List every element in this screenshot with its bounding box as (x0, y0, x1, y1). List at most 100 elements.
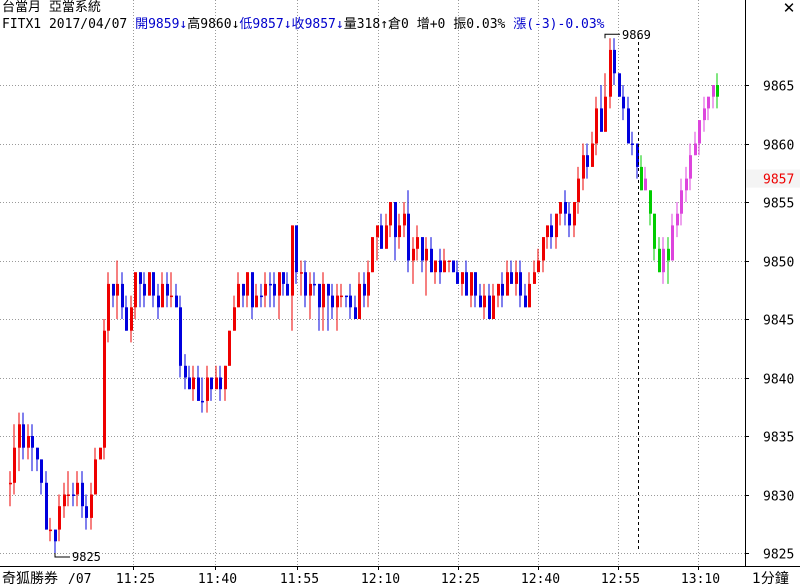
candle-body (640, 166, 643, 191)
period-label: 1分鐘 (752, 570, 789, 587)
candle-body (304, 272, 307, 296)
candle (416, 225, 419, 261)
candle (510, 260, 513, 284)
chart-title: 台當月 亞當系統 (2, 0, 101, 16)
candle (295, 225, 298, 284)
candle (528, 272, 531, 308)
candle (85, 494, 88, 530)
candle-body (618, 73, 621, 97)
candle (197, 365, 200, 401)
candle (501, 272, 504, 308)
current-price-box (746, 169, 800, 188)
candle-body (604, 96, 607, 132)
candle-body (658, 248, 661, 273)
ext-candle (680, 178, 683, 226)
candle-body (367, 272, 370, 296)
candle-body (501, 283, 504, 296)
candle-body (331, 295, 334, 308)
low-label: 低 (239, 17, 253, 32)
candle-body (376, 225, 379, 238)
candle (318, 283, 321, 331)
candle-body (443, 260, 446, 273)
candle (631, 131, 634, 156)
max-label: 9869 (622, 28, 651, 42)
candle-body (416, 237, 419, 249)
x-tick-label: 13:10 (681, 572, 720, 587)
candle (524, 283, 527, 308)
candle (461, 272, 464, 296)
candle-body (192, 377, 195, 390)
candle-body (465, 272, 468, 296)
candle-body (282, 272, 285, 284)
candle (269, 272, 272, 308)
candle-body (667, 248, 670, 261)
candle-body (233, 307, 236, 331)
candle-body (76, 482, 79, 495)
candle (291, 225, 294, 331)
candle-body (18, 424, 21, 448)
candle-body (45, 482, 48, 530)
candle-body (72, 494, 75, 496)
candle-body (309, 283, 312, 296)
candle (349, 283, 352, 319)
x-tick-label: 11:55 (280, 572, 319, 587)
candle-body (506, 272, 509, 296)
y-tick-label: 9825 (763, 548, 794, 563)
candle-body (206, 377, 209, 401)
candle (233, 295, 236, 331)
arrow-down-icon: ↓ (231, 17, 240, 32)
candle (345, 295, 348, 308)
candle-body (85, 506, 88, 518)
close-button[interactable]: ✕ (781, 0, 797, 16)
arrow-up-icon: ↑ (380, 17, 389, 32)
candle (550, 213, 553, 249)
candle-body (542, 237, 545, 261)
candle-body (622, 96, 625, 109)
arrow-down-icon: ↓ (179, 17, 188, 32)
oi-change-label: 增 (416, 17, 430, 32)
candle (358, 272, 361, 319)
candle-body (555, 213, 558, 238)
candle (215, 365, 218, 390)
candle (340, 283, 343, 308)
candle-body (582, 155, 585, 179)
volume-value: 318 (356, 17, 381, 32)
candle-body (407, 213, 410, 261)
y-tick-label: 9840 (763, 373, 794, 388)
candle-body (237, 283, 240, 308)
candle (636, 143, 639, 179)
candle-body (40, 459, 43, 483)
candle-body (412, 248, 415, 261)
x-tick-label: 12:55 (601, 572, 640, 587)
candle-body (260, 295, 263, 298)
candle (322, 272, 325, 331)
candle-body (528, 283, 531, 308)
candle (385, 213, 388, 249)
candle (121, 272, 124, 319)
candle-body (90, 494, 93, 518)
x-tick-label: 11:40 (198, 572, 237, 587)
candle-body (425, 248, 428, 261)
candle-body (121, 283, 124, 308)
candle-body (130, 307, 133, 331)
y-tick-label: 9835 (763, 431, 794, 446)
candle-body (161, 283, 164, 308)
candle (304, 260, 307, 308)
volume-label: 量 (343, 17, 357, 32)
candle-body (680, 190, 683, 214)
ext-candle (658, 237, 661, 273)
candle-body (595, 108, 598, 144)
candle-body (242, 283, 245, 296)
candle (425, 237, 428, 296)
candle (506, 260, 509, 296)
oi-label: 倉 (388, 17, 402, 32)
candle-body (188, 377, 191, 390)
candle (242, 283, 245, 308)
candle-body (676, 213, 679, 226)
candle-body (448, 260, 451, 262)
candle (542, 237, 545, 273)
candle (389, 202, 392, 238)
candle (483, 283, 486, 319)
candle-body (246, 272, 249, 296)
quote-date: 2017/04/07 (48, 17, 128, 32)
